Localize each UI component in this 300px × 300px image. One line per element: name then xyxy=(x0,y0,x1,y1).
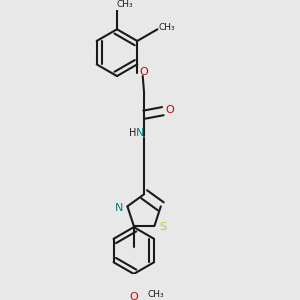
Text: CH₃: CH₃ xyxy=(159,23,176,32)
Text: O: O xyxy=(140,67,148,77)
Text: O: O xyxy=(165,105,174,115)
Text: N: N xyxy=(115,203,123,213)
Text: S: S xyxy=(159,222,166,232)
Text: O: O xyxy=(129,292,138,300)
Text: H: H xyxy=(129,128,137,138)
Text: CH₃: CH₃ xyxy=(148,290,164,299)
Text: CH₃: CH₃ xyxy=(117,0,134,9)
Text: N: N xyxy=(136,128,144,138)
